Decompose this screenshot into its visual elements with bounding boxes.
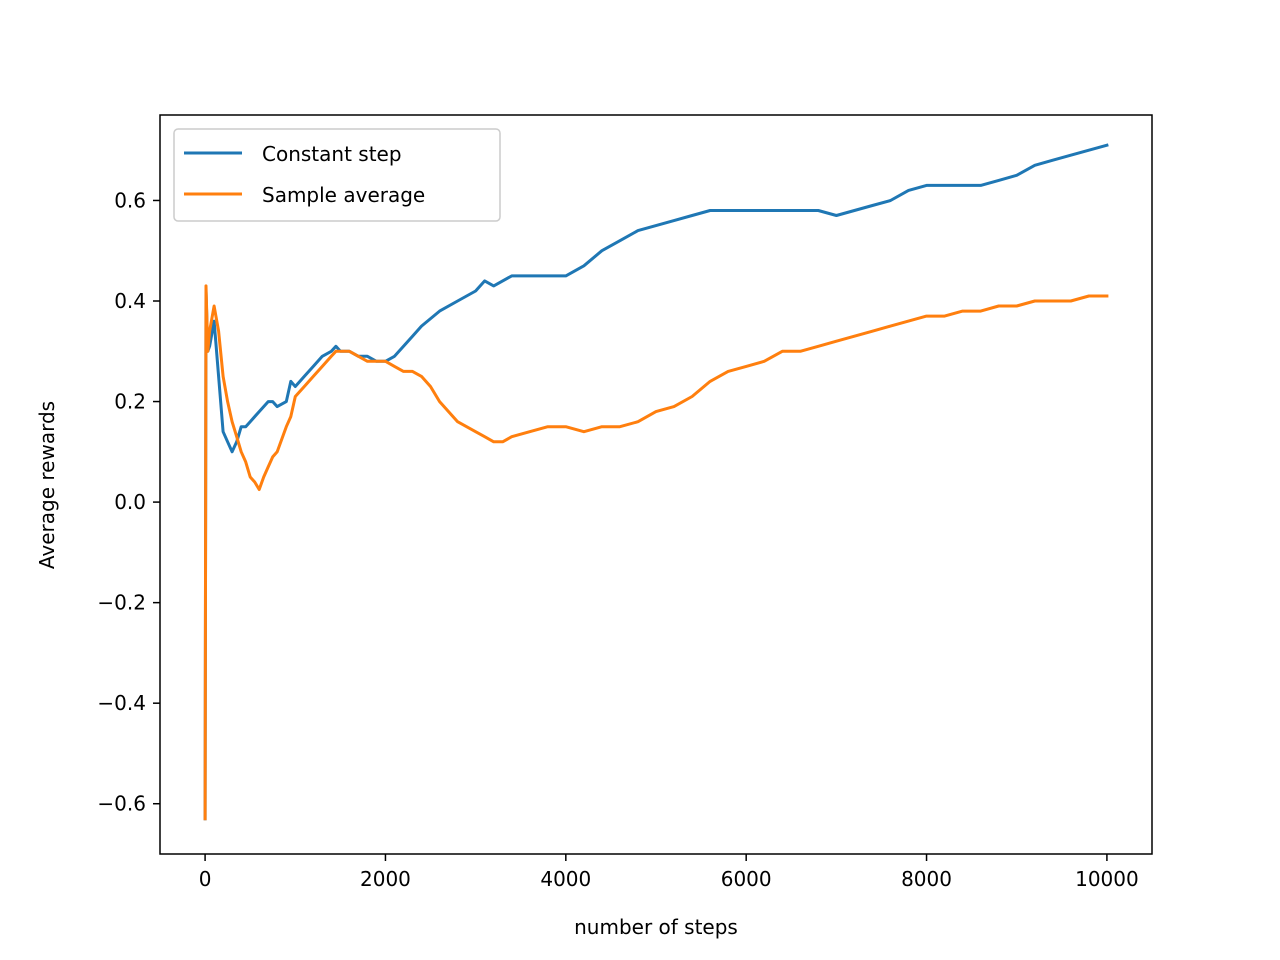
legend-label-sample-average: Sample average [262,183,425,207]
y-tick-label: 0.2 [114,390,146,414]
legend-label-constant-step: Constant step [262,142,402,166]
y-tick-label: 0.0 [114,490,146,514]
x-axis-label: number of steps [574,915,738,939]
y-axis: −0.6 −0.4 −0.2 0.0 0.2 0.4 0.6 [97,188,160,816]
legend: Constant step Sample average [173,128,501,222]
legend-box [173,128,501,222]
series-line-sample-average [203,284,1109,821]
axes-frame [159,114,1153,855]
y-tick-label: −0.4 [97,691,146,715]
x-tick-label: 2000 [360,867,411,891]
plot-area [203,143,1109,821]
y-tick-label: −0.2 [97,591,146,615]
x-tick-label: 6000 [721,867,772,891]
y-tick-label: 0.4 [114,289,146,313]
series-line-constant-step [203,143,1109,821]
y-tick-label: 0.6 [114,188,146,212]
x-axis: 0 2000 4000 6000 8000 10000 [199,854,1139,891]
y-tick-label: −0.6 [97,792,146,816]
x-tick-label: 8000 [901,867,952,891]
x-tick-label: 10000 [1075,867,1139,891]
x-tick-label: 4000 [540,867,591,891]
x-tick-label: 0 [199,867,212,891]
y-axis-label: Average rewards [35,401,59,569]
